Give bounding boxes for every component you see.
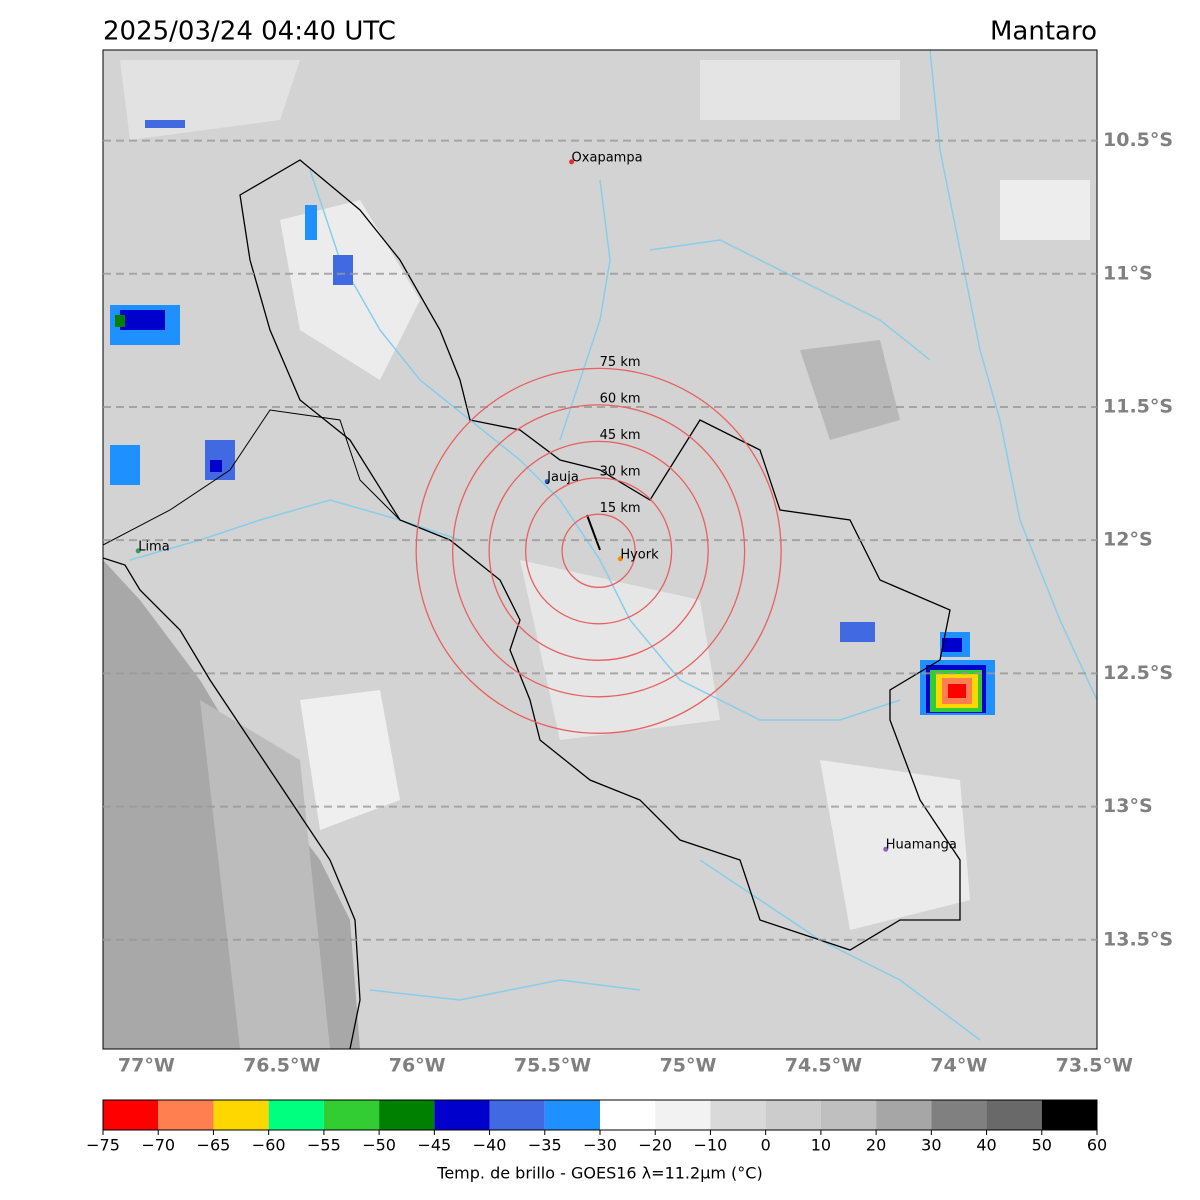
lat-label: 12.5°S xyxy=(1103,662,1173,684)
city-name: Lima xyxy=(138,539,169,554)
colorbar-tick-label: 60 xyxy=(1087,1136,1107,1155)
lat-label: 13.5°S xyxy=(1103,928,1173,950)
map-background xyxy=(103,50,1097,1049)
ring-label: 15 km xyxy=(600,501,641,516)
colorbar-label: Temp. de brillo - GOES16 λ=11.2μm (°C) xyxy=(436,1164,762,1183)
lon-label: 77°W xyxy=(118,1055,175,1077)
colorbar-segment xyxy=(710,1100,766,1130)
lon-label: 74.5°W xyxy=(785,1055,862,1077)
range-ring xyxy=(415,367,782,734)
lat-label: 12°S xyxy=(1103,529,1153,551)
city-name: Hyork xyxy=(620,547,659,562)
city-dot xyxy=(569,159,575,165)
colorbar-segment xyxy=(986,1100,1042,1130)
city-dot xyxy=(883,846,889,852)
colorbar-segment xyxy=(876,1100,932,1130)
colorbar-tick-label: −35 xyxy=(528,1136,562,1155)
ring-label: 30 km xyxy=(600,464,641,479)
lat-label: 10.5°S xyxy=(1103,129,1173,151)
ring-label: 60 km xyxy=(600,391,641,406)
colorbar-tick-label: −60 xyxy=(252,1136,286,1155)
colorbar: −75 −70 −65 −60 −55 −50 −45 −40 −35 −30 −20 −10 0 10 2… xyxy=(86,1099,1107,1155)
ring-label: 45 km xyxy=(600,428,641,443)
colorbar-tick-label: −75 xyxy=(86,1136,120,1155)
lon-label: 73.5°W xyxy=(1056,1055,1133,1077)
colorbar-segment xyxy=(655,1100,711,1130)
colorbar-segment xyxy=(268,1100,324,1130)
colorbar-segment xyxy=(103,1100,159,1130)
region-name: Mantaro xyxy=(990,17,1097,47)
lon-label: 74°W xyxy=(930,1055,987,1077)
lon-label: 76°W xyxy=(389,1055,446,1077)
lat-label: 11.5°S xyxy=(1103,395,1173,417)
city-name: Huamanga xyxy=(886,838,957,853)
colorbar-segment xyxy=(323,1100,380,1130)
colorbar-tick-label: −20 xyxy=(638,1136,672,1155)
colorbar-tick-label: −55 xyxy=(307,1136,341,1155)
colorbar-segment xyxy=(765,1100,821,1130)
city-dot xyxy=(617,556,623,562)
colorbar-segment xyxy=(158,1100,214,1130)
lon-label: 75.5°W xyxy=(514,1055,591,1077)
range-ring xyxy=(525,477,673,625)
range-ring xyxy=(561,513,636,588)
colorbar-tick-label: −50 xyxy=(362,1136,396,1155)
colorbar-segment xyxy=(544,1100,600,1130)
colorbar-segment xyxy=(213,1100,269,1130)
colorbar-tick-label: 40 xyxy=(976,1136,996,1155)
colorbar-tick-label: −10 xyxy=(694,1136,728,1155)
colorbar-tick-label: 20 xyxy=(866,1136,886,1155)
lat-label: 13°S xyxy=(1103,795,1153,817)
colorbar-segment xyxy=(1041,1100,1097,1130)
colorbar-segment xyxy=(434,1100,490,1130)
city-name: Oxapampa xyxy=(572,150,643,165)
colorbar-tick-label: −65 xyxy=(197,1136,231,1155)
colorbar-tick-label: −70 xyxy=(141,1136,175,1155)
city-dot xyxy=(544,479,550,485)
colorbar-tick-label: 0 xyxy=(761,1136,771,1155)
city-name: Jauja xyxy=(546,470,579,485)
colorbar-tick-label: −30 xyxy=(583,1136,617,1155)
range-ring xyxy=(452,404,746,698)
city-dot xyxy=(135,548,141,554)
range-ring xyxy=(488,440,709,661)
colorbar-tick-label: 50 xyxy=(1032,1136,1052,1155)
colorbar-tick-label: −40 xyxy=(473,1136,507,1155)
lon-label: 76.5°W xyxy=(243,1055,320,1077)
colorbar-segment xyxy=(931,1100,987,1130)
title: 2025/03/24 04:40 UTC xyxy=(103,17,396,47)
ring-label: 75 km xyxy=(600,355,641,370)
map-frame xyxy=(102,49,1098,1050)
colorbar-tick-label: 30 xyxy=(921,1136,941,1155)
lon-label: 75°W xyxy=(660,1055,717,1077)
colorbar-tick-label: −45 xyxy=(417,1136,451,1155)
colorbar-segment xyxy=(600,1100,656,1130)
lat-label: 11°S xyxy=(1103,262,1153,284)
colorbar-segment xyxy=(820,1100,877,1130)
colorbar-segment xyxy=(489,1100,545,1130)
colorbar-tick-label: 10 xyxy=(811,1136,831,1155)
colorbar-segment xyxy=(379,1100,435,1130)
